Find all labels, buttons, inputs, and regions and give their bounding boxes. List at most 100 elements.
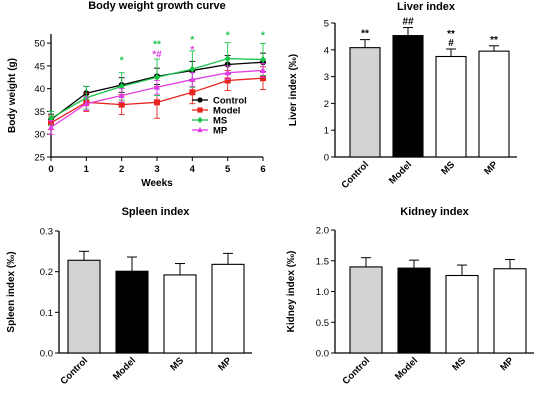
x-tick-label: MP — [216, 355, 234, 373]
y-tick-label: 1.5 — [316, 256, 329, 267]
y-tick-label: 45 — [34, 61, 45, 72]
bar-control — [349, 47, 381, 158]
significance-marker: # — [448, 38, 454, 49]
bar-model — [392, 35, 424, 158]
y-axis-label: Kidney index (‰) — [286, 251, 297, 333]
data-point — [197, 116, 203, 124]
y-tick-label: 0 — [324, 153, 329, 164]
bar-mp — [493, 268, 527, 354]
y-tick-label: 25 — [34, 153, 45, 164]
data-point — [260, 75, 266, 82]
legend-label: Control — [213, 96, 247, 107]
significance-marker: * — [190, 45, 194, 56]
chart-title: Liver index — [397, 1, 456, 13]
x-axis-label: Weeks — [141, 178, 173, 189]
significance-marker: * — [226, 31, 230, 42]
kidney-index-chart: Kidney index 0.0 0.5 1.0 1.5 2.0 Kidney index … — [286, 206, 534, 387]
y-tick-label: 0.2 — [40, 267, 53, 278]
chart-title: Kidney index — [400, 206, 469, 218]
spleen-index-chart: Spleen index 0.0 0.1 0.2 0.3 Spleen index (‰)… — [6, 206, 252, 387]
x-tick-label: MP — [498, 355, 516, 373]
bar-control — [67, 259, 101, 354]
x-tick-label: 1 — [84, 164, 90, 175]
x-tick-label: MP — [482, 159, 500, 177]
x-tick-label: MS — [450, 355, 468, 373]
y-tick-label: 4 — [324, 45, 329, 56]
significance-marker: ** — [361, 29, 369, 40]
data-point — [83, 100, 90, 107]
data-point — [197, 97, 203, 103]
data-point — [260, 66, 266, 73]
x-tick-label: Model — [393, 355, 420, 382]
data-point — [154, 73, 160, 81]
data-point — [189, 89, 196, 96]
data-point — [189, 65, 196, 73]
y-tick-label: 0.3 — [40, 227, 53, 238]
y-tick-label: 0.1 — [40, 308, 53, 319]
y-tick-label: 50 — [34, 39, 45, 50]
series-mp — [48, 63, 266, 135]
bar-control — [349, 266, 383, 354]
data-point — [118, 92, 125, 98]
y-tick-label: 30 — [34, 130, 45, 141]
y-tick-label: 35 — [34, 107, 45, 118]
x-tick-label: Control — [58, 355, 90, 387]
bar-ms — [163, 274, 197, 354]
x-tick-label: Model — [387, 159, 414, 186]
x-tick-label: MS — [168, 355, 186, 373]
data-point — [224, 77, 231, 84]
y-tick-label: 0.5 — [316, 318, 329, 329]
y-axis-label: Liver index (‰) — [288, 54, 299, 126]
legend-label: Model — [213, 106, 240, 117]
x-tick-label: 6 — [260, 164, 265, 175]
significance-marker: ## — [402, 17, 414, 28]
significance-marker: ** — [447, 29, 455, 40]
data-point — [197, 107, 203, 113]
data-point — [260, 55, 266, 64]
data-point — [118, 82, 125, 90]
y-tick-label: 1 — [324, 126, 329, 137]
y-tick-label: 1.0 — [316, 287, 329, 298]
chart-title: Spleen index — [122, 206, 191, 218]
y-tick-label: 2.0 — [316, 226, 329, 237]
y-tick-label: 5 — [324, 19, 329, 30]
x-tick-label: 5 — [225, 164, 231, 175]
legend-label: MS — [213, 116, 227, 127]
chart-title: Body weight growth curve — [88, 0, 226, 12]
y-tick-label: 40 — [34, 84, 45, 95]
y-tick-label: 2 — [324, 99, 329, 110]
significance-marker: *# — [152, 50, 162, 61]
data-point — [197, 126, 203, 133]
data-point — [224, 69, 231, 76]
data-point — [118, 101, 125, 108]
y-axis-label: Body weight (g) — [7, 58, 18, 133]
significance-marker: * — [261, 31, 265, 42]
bar-mp — [478, 50, 510, 158]
x-tick-label: Model — [111, 355, 138, 382]
significance-marker: * — [120, 56, 124, 67]
significance-marker: ** — [153, 40, 161, 51]
data-point — [48, 114, 54, 122]
x-tick-label: Control — [339, 159, 371, 191]
x-tick-label: 0 — [48, 164, 53, 175]
bar-ms — [435, 55, 467, 158]
y-tick-label: 0.0 — [40, 349, 53, 360]
bar-model — [397, 267, 431, 354]
bar-model — [115, 270, 149, 354]
data-point — [224, 55, 231, 63]
x-tick-label: 3 — [154, 164, 159, 175]
data-point — [48, 123, 54, 130]
y-tick-label: 0.0 — [316, 349, 329, 360]
y-tick-label: 3 — [324, 72, 329, 83]
x-tick-label: MS — [439, 159, 457, 177]
legend-label: MP — [213, 126, 228, 137]
bar-mp — [211, 263, 245, 354]
significance-marker: ** — [490, 35, 498, 46]
bar-ms — [445, 274, 479, 354]
significance-marker: * — [190, 35, 194, 46]
data-point — [154, 83, 160, 90]
y-axis-label: Spleen index (‰) — [6, 251, 17, 332]
data-point — [189, 76, 196, 83]
